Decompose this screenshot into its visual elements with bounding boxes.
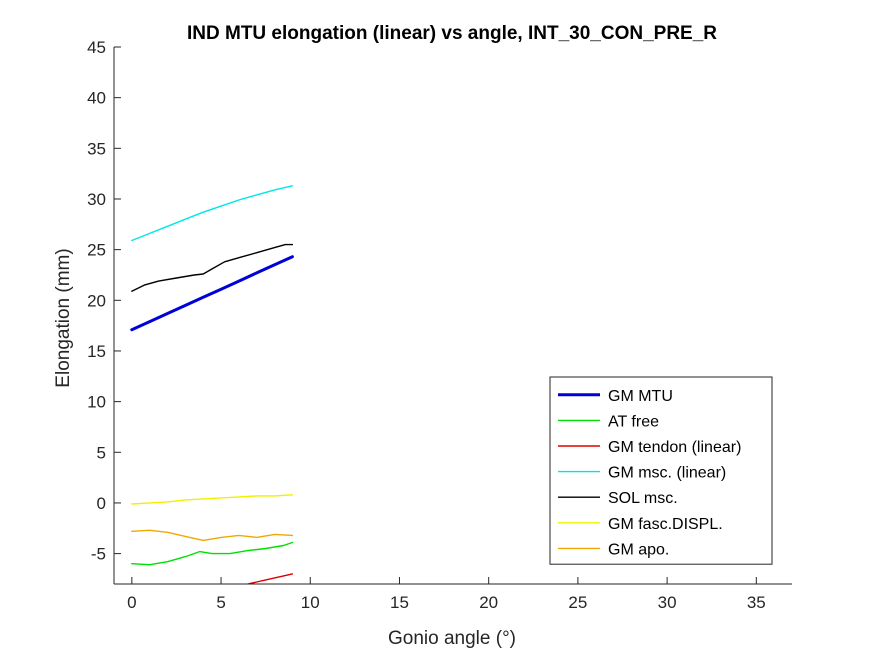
series-line-gm-tendon-linear bbox=[247, 573, 294, 584]
plot-area: 0 5 10 15 20 25 30 35 -5 0 5 10 15 20 25 30 35 40 45 bbox=[87, 38, 792, 612]
legend-label-at-free: AT free bbox=[608, 413, 659, 430]
legend-label-gm-apo: GM apo. bbox=[608, 541, 669, 558]
y-tick-label: 10 bbox=[87, 393, 106, 412]
y-tick-label: 25 bbox=[87, 241, 106, 260]
legend-label-gm-fasc-displ: GM fasc.DISPL. bbox=[608, 516, 723, 533]
legend-label-gm-mtu: GM MTU bbox=[608, 388, 673, 405]
y-tick-label: 40 bbox=[87, 89, 106, 108]
x-tick-label: 5 bbox=[216, 593, 225, 612]
y-tick-label: 35 bbox=[87, 139, 106, 158]
y-tick-label: 5 bbox=[97, 443, 106, 462]
x-tick-label: 0 bbox=[127, 593, 136, 612]
legend-label-sol-msc: SOL msc. bbox=[608, 490, 678, 507]
series-line-gm-msc-linear bbox=[131, 185, 294, 242]
x-tick-label: 10 bbox=[301, 593, 320, 612]
chart-title: IND MTU elongation (linear) vs angle, IN… bbox=[187, 23, 717, 44]
x-tick-label: 30 bbox=[658, 593, 677, 612]
series-line-gm-apo bbox=[131, 529, 294, 542]
y-tick-label: 30 bbox=[87, 190, 106, 209]
series-line-sol-msc bbox=[131, 243, 294, 292]
legend-label-gm-tendon-linear: GM tendon (linear) bbox=[608, 439, 741, 456]
y-tick-label: 0 bbox=[97, 494, 106, 513]
legend: GM MTU AT free GM tendon (linear) GM msc. (… bbox=[549, 376, 773, 565]
x-axis-label: Gonio angle (°) bbox=[388, 628, 516, 649]
y-tick-label: 20 bbox=[87, 291, 106, 310]
series-group bbox=[130, 185, 294, 584]
series-line-at-free bbox=[131, 541, 294, 566]
y-tick-label: -5 bbox=[91, 545, 106, 564]
y-axis-label: Elongation (mm) bbox=[53, 248, 74, 387]
x-tick-label: 20 bbox=[479, 593, 498, 612]
y-tick-label: 15 bbox=[87, 342, 106, 361]
series-line-gm-mtu bbox=[130, 255, 294, 332]
x-tick-label: 25 bbox=[568, 593, 587, 612]
y-tick-label: 45 bbox=[87, 38, 106, 57]
x-tick-label: 35 bbox=[747, 593, 766, 612]
legend-box bbox=[549, 376, 773, 565]
legend-label-gm-msc-linear: GM msc. (linear) bbox=[608, 465, 726, 482]
series-line-gm-fasc-displ bbox=[131, 494, 294, 505]
x-tick-label: 15 bbox=[390, 593, 409, 612]
